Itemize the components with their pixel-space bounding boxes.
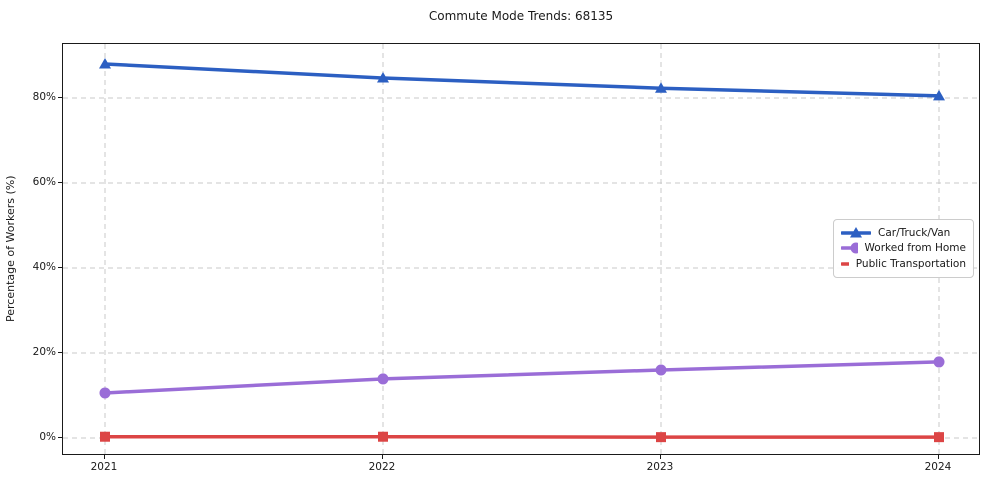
y-axis-title: Percentage of Workers (%)	[4, 175, 17, 323]
y-tick-mark	[58, 97, 62, 99]
y-tick-label: 20%	[32, 346, 56, 358]
legend-item: Worked from Home	[841, 241, 966, 257]
legend-square-marker-icon	[841, 262, 849, 266]
triangle-marker-icon	[850, 226, 862, 238]
triangle-marker-icon	[99, 58, 111, 69]
y-tick-label: 40%	[32, 261, 56, 273]
x-tick-mark	[938, 455, 940, 459]
y-tick-label: 0%	[39, 431, 56, 443]
triangle-marker-icon	[655, 82, 667, 93]
x-tick-label: 2024	[924, 461, 952, 473]
square-marker-icon	[934, 432, 944, 443]
y-tick-label: 80%	[32, 91, 56, 103]
series-line	[103, 360, 941, 395]
plot-canvas	[63, 44, 981, 456]
series-line	[103, 62, 941, 98]
x-tick-label: 2021	[90, 461, 118, 473]
triangle-marker-icon	[933, 89, 945, 101]
chart-title: Commute Mode Trends: 68135	[428, 9, 614, 23]
square-marker-icon	[378, 431, 388, 442]
square-marker-icon	[656, 432, 666, 443]
x-tick-mark	[104, 455, 106, 459]
legend-label: Public Transportation	[855, 257, 966, 270]
legend-item: Car/Truck/Van	[841, 225, 966, 241]
circle-marker-icon	[99, 387, 111, 399]
y-tick-label: 60%	[32, 176, 56, 188]
circle-marker-icon	[850, 242, 858, 254]
legend-triangle-marker-icon	[841, 226, 871, 238]
y-tick-mark	[58, 437, 62, 439]
legend-circle-marker-icon	[841, 242, 858, 254]
plot-area	[62, 43, 981, 456]
triangle-marker-icon	[377, 72, 389, 83]
y-tick-mark	[58, 352, 62, 354]
legend-item: Public Transportation	[841, 256, 966, 272]
x-tick-label: 2023	[646, 461, 674, 473]
y-tick-mark	[58, 182, 62, 184]
legend: Car/Truck/Van Worked from Home Public Tran…	[833, 219, 974, 278]
circle-marker-icon	[377, 373, 389, 385]
legend-label: Car/Truck/Van	[878, 226, 951, 239]
legend-label: Worked from Home	[864, 242, 966, 255]
circle-marker-icon	[655, 364, 667, 376]
x-tick-label: 2022	[368, 461, 396, 473]
y-tick-mark	[58, 267, 62, 269]
x-tick-mark	[660, 455, 662, 459]
circle-marker-icon	[933, 356, 945, 368]
square-marker-icon	[100, 431, 110, 442]
x-tick-mark	[382, 455, 384, 459]
